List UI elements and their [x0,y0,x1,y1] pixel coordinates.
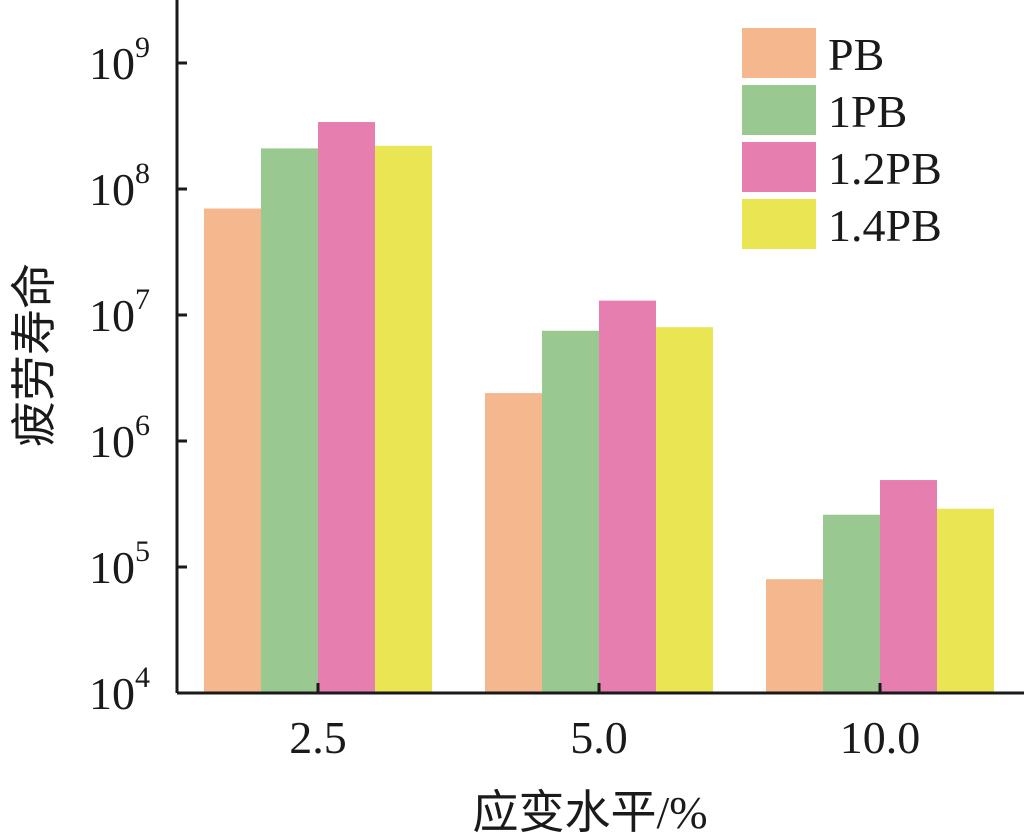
y-tick-label: 107 [89,283,150,341]
bar-PB-5.0 [485,393,542,693]
bar-1.2PB-5.0 [599,300,656,693]
x-tick-label: 5.0 [570,712,628,763]
legend-swatch-PB [742,28,816,78]
y-ticks-group: 104 105 106 107 108 109 [89,31,187,719]
bar-1.4PB-2.5 [375,145,432,693]
legend-label-PB: PB [828,29,884,80]
y-tick-label: 105 [89,535,150,593]
x-axis-title: 应变水平/% [472,787,707,836]
y-tick-label: 109 [89,31,150,89]
bar-1.4PB-10.0 [937,508,994,693]
legend-label-1.4PB: 1.4PB [828,200,942,251]
legend: PB 1PB 1.2PB 1.4PB [742,28,942,251]
bar-1PB-2.5 [261,148,318,693]
bar-PB-10.0 [766,579,823,693]
legend-swatch-1.4PB [742,199,816,249]
bar-PB-2.5 [204,208,261,694]
y-axis-title: 疲劳寿命 [9,263,60,447]
legend-label-1.2PB: 1.2PB [828,143,942,194]
bar-1.2PB-10.0 [880,480,937,693]
legend-swatch-1.2PB [742,142,816,192]
x-ticks-group: 2.5 5.0 10.0 [289,683,920,763]
bar-1.4PB-5.0 [656,327,713,693]
bar-1PB-5.0 [542,330,599,693]
x-tick-label: 2.5 [289,712,347,763]
y-tick-label: 106 [89,409,150,467]
legend-swatch-1PB [742,85,816,135]
x-tick-label: 10.0 [840,712,921,763]
bars-group [204,122,994,694]
y-tick-label: 108 [89,157,150,215]
legend-label-1PB: 1PB [828,86,907,137]
bar-1PB-10.0 [823,514,880,693]
bar-1.2PB-2.5 [318,122,375,694]
y-tick-label: 104 [89,661,150,719]
